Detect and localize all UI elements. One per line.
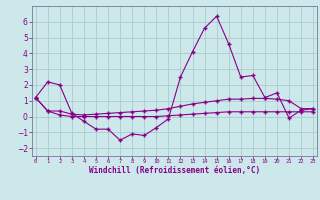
X-axis label: Windchill (Refroidissement éolien,°C): Windchill (Refroidissement éolien,°C) <box>89 166 260 175</box>
